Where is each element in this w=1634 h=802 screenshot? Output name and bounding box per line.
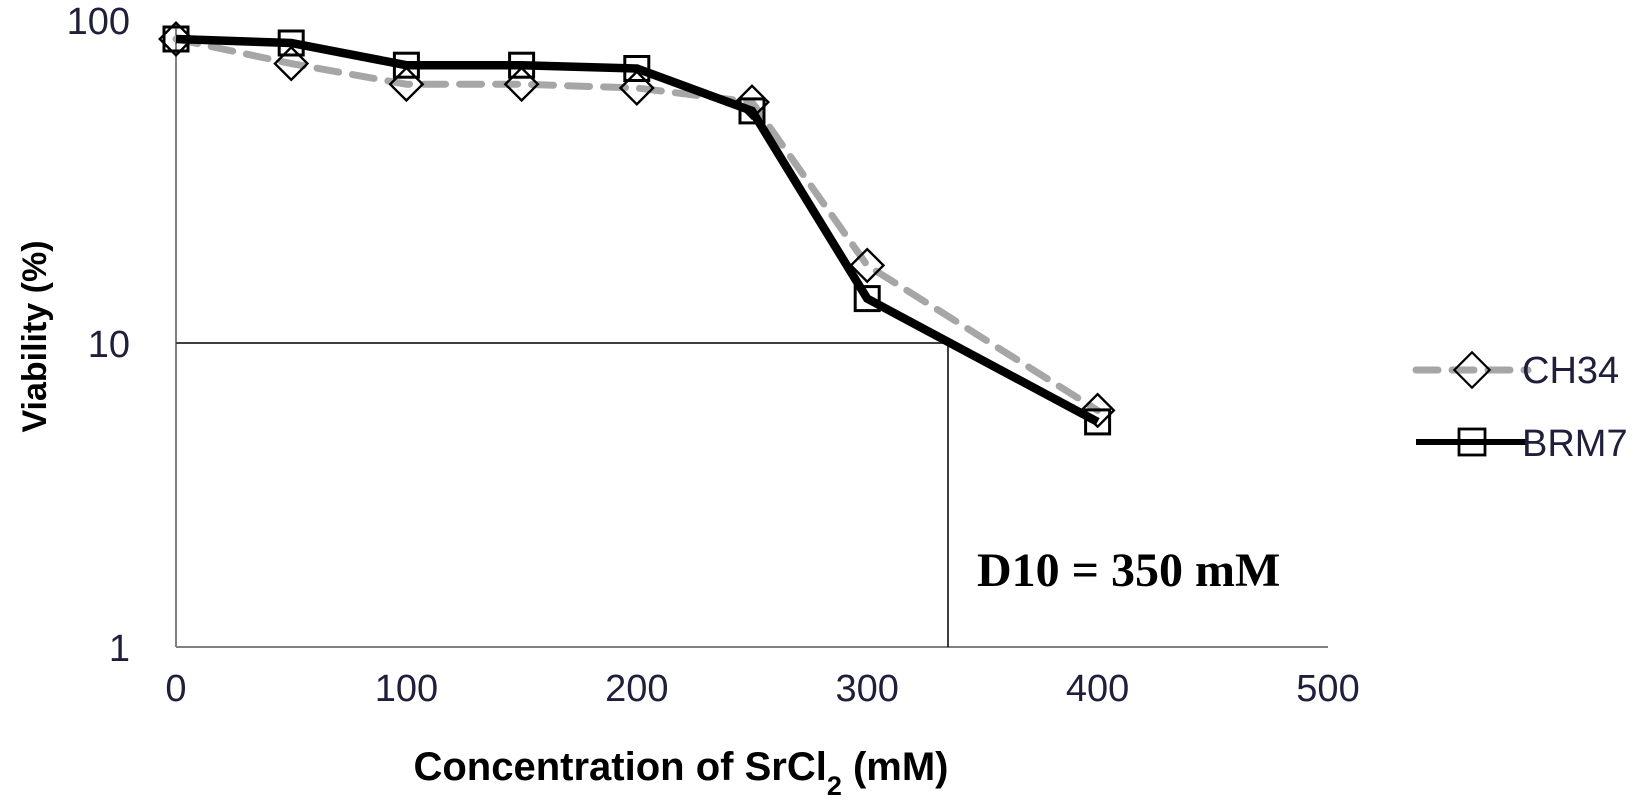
svg-text:100: 100 [375, 668, 438, 710]
svg-text:BRM7: BRM7 [1522, 423, 1628, 465]
svg-text:200: 200 [605, 668, 668, 710]
svg-text:1: 1 [109, 628, 130, 670]
svg-text:500: 500 [1296, 668, 1359, 710]
svg-text:0: 0 [165, 668, 186, 710]
svg-text:100: 100 [67, 1, 130, 43]
svg-text:Concentration of SrCl2 (mM): Concentration of SrCl2 (mM) [413, 745, 948, 797]
svg-text:Viability (%): Viability (%) [16, 240, 54, 432]
svg-text:CH34: CH34 [1522, 350, 1619, 392]
svg-text:400: 400 [1066, 668, 1129, 710]
svg-text:300: 300 [835, 668, 898, 710]
svg-text:10: 10 [88, 324, 130, 366]
svg-text:D10 = 350 mM: D10 = 350 mM [977, 544, 1280, 597]
